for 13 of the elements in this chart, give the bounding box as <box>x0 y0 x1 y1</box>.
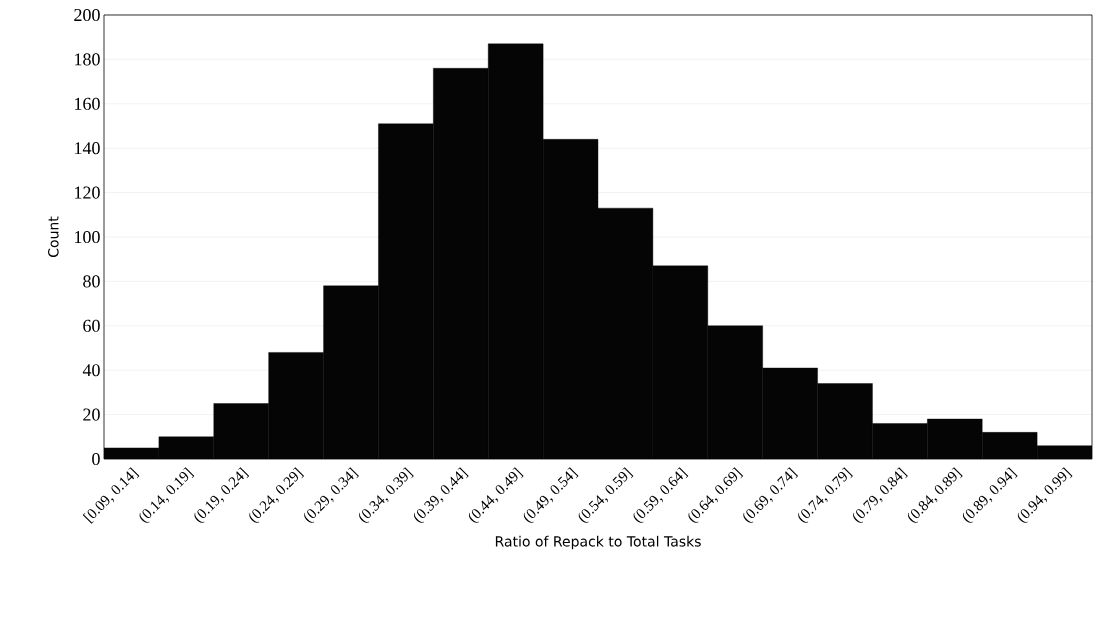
y-tick-label: 200 <box>74 8 100 22</box>
y-tick-label: 100 <box>75 230 100 244</box>
y-axis-title: Count <box>48 216 59 257</box>
y-tick-label: 180 <box>75 53 100 66</box>
y-tick-label: 120 <box>75 186 100 199</box>
y-tick-label: 0 <box>92 452 100 466</box>
x-axis-title: Ratio of Repack to Total Tasks <box>495 535 701 550</box>
y-tick-label: 20 <box>83 408 100 421</box>
y-tick-label: 160 <box>75 97 100 110</box>
y-tick-label: 140 <box>75 142 100 155</box>
y-tick-label: 40 <box>82 364 100 377</box>
y-tick-label: 80 <box>83 275 100 288</box>
y-tick-label: 60 <box>83 319 100 332</box>
